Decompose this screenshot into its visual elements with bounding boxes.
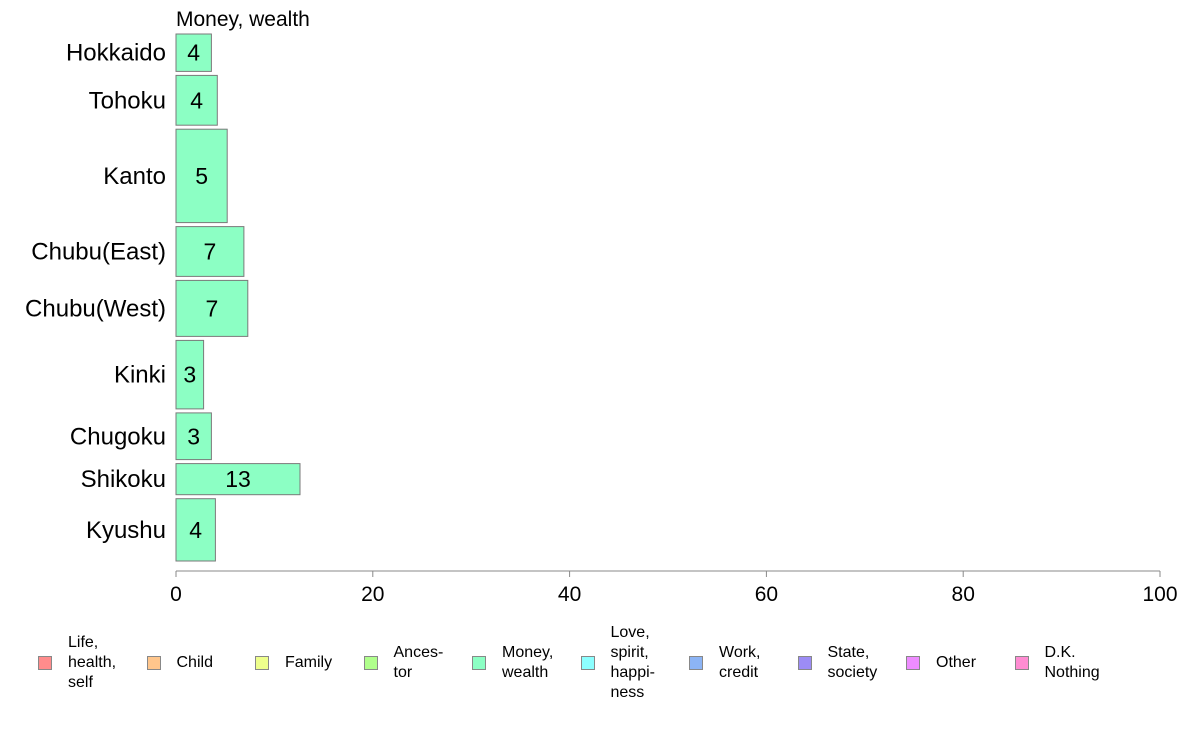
bar-value-label: 7 bbox=[206, 295, 219, 321]
panel-title: Money, wealth bbox=[176, 8, 310, 31]
category-label: Chubu(East) bbox=[31, 239, 166, 266]
category-label: Shikoku bbox=[81, 466, 166, 493]
bar-shikoku bbox=[175, 463, 301, 496]
legend-swatch bbox=[580, 656, 595, 670]
category-label: Kinki bbox=[114, 362, 166, 389]
legend-label: Family bbox=[285, 654, 333, 671]
legend-label: Other bbox=[936, 654, 977, 671]
bar-kyushu bbox=[175, 498, 216, 562]
bar-value-label: 4 bbox=[187, 40, 200, 66]
legend-label: Ances- tor bbox=[393, 644, 444, 681]
bars-layer: 4 Hokkaido 4 Tohoku 5 Kanto 7 Chubu(East) 7 Chubu… bbox=[25, 33, 301, 562]
category-label: Chugoku bbox=[70, 423, 166, 450]
legend-swatch bbox=[146, 656, 161, 670]
x-axis: 0 20 40 60 80 100 bbox=[170, 570, 1178, 606]
legend-swatch bbox=[255, 656, 269, 670]
legend: Life, health, self Child Family Ances- tor M… bbox=[38, 620, 1158, 710]
legend-swatch bbox=[472, 656, 486, 670]
bar-kanto bbox=[175, 128, 228, 224]
bar-value-label: 4 bbox=[189, 517, 202, 543]
legend-swatch bbox=[1014, 656, 1029, 670]
bar-chubu-east- bbox=[175, 226, 245, 277]
bar-value-label: 3 bbox=[187, 423, 200, 449]
category-label: Kyushu bbox=[86, 517, 166, 544]
x-tick-label: 80 bbox=[952, 583, 975, 606]
legend-swatch bbox=[689, 656, 703, 670]
bar-chubu-west- bbox=[175, 279, 249, 337]
x-tick-label: 20 bbox=[361, 583, 384, 606]
bar-value-label: 13 bbox=[225, 466, 251, 492]
category-label: Kanto bbox=[103, 163, 166, 190]
x-tick-label: 100 bbox=[1142, 583, 1177, 606]
bar-value-label: 5 bbox=[195, 163, 208, 189]
x-tick-label: 60 bbox=[755, 583, 778, 606]
legend-swatch bbox=[363, 656, 378, 670]
bar-tohoku bbox=[175, 74, 218, 126]
legend-label: Money, wealth bbox=[502, 644, 554, 681]
bar-value-label: 7 bbox=[204, 239, 217, 265]
legend-swatch bbox=[797, 656, 812, 670]
x-tick-label: 40 bbox=[558, 583, 581, 606]
legend-label: Life, health, self bbox=[68, 634, 117, 691]
category-label: Chubu(West) bbox=[25, 295, 166, 322]
bar-hokkaido bbox=[175, 33, 212, 72]
x-tick-label: 0 bbox=[170, 583, 182, 606]
legend-label: D.K. Nothing bbox=[1044, 644, 1100, 681]
bar-kinki bbox=[175, 339, 205, 410]
bar-chugoku bbox=[175, 412, 212, 461]
category-label: Tohoku bbox=[89, 87, 166, 114]
legend-label: Love, spirit, happi- ness bbox=[610, 624, 655, 701]
legend-label: State, society bbox=[827, 644, 878, 681]
category-label: Hokkaido bbox=[66, 40, 166, 67]
legend-swatch bbox=[38, 656, 52, 670]
bar-chart: Money, wealth 4 Hokkaido 4 Tohoku 5 Kanto 7 Chu… bbox=[25, 8, 1178, 606]
bar-value-label: 3 bbox=[183, 362, 196, 388]
bar-value-label: 4 bbox=[190, 87, 203, 113]
legend-label: Work, credit bbox=[719, 644, 761, 681]
legend-swatch bbox=[906, 656, 920, 670]
legend-label: Child bbox=[176, 654, 213, 671]
